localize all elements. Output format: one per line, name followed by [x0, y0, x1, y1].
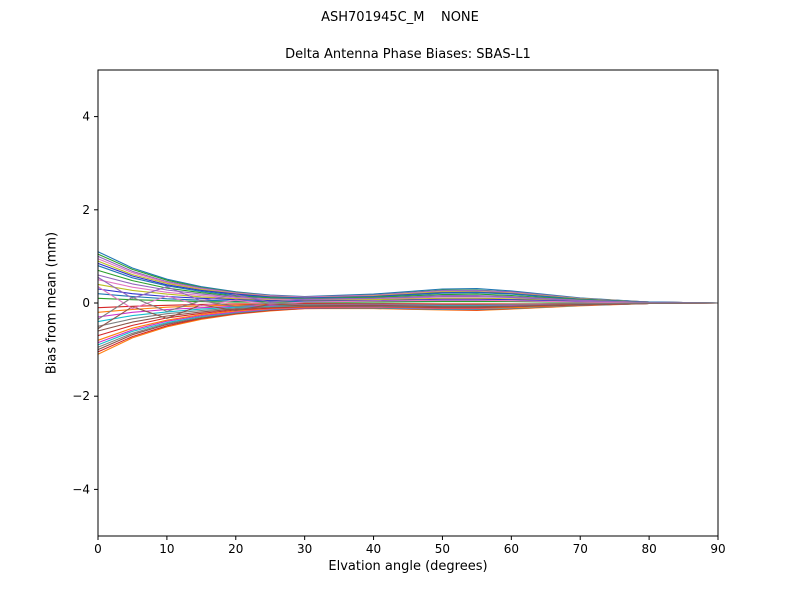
series-lines — [97, 251, 719, 355]
series-line — [97, 296, 719, 320]
figure-title: ASH701945C_M NONE — [321, 10, 479, 25]
y-axis-label: Bias from mean (mm) — [44, 231, 60, 375]
y-tick-label: −2 — [72, 389, 90, 403]
x-tick-label: 10 — [159, 542, 174, 556]
series-line — [97, 302, 719, 330]
x-tick-label: 60 — [504, 542, 519, 556]
y-tick-label: 0 — [82, 296, 90, 310]
x-tick-label: 90 — [710, 542, 725, 556]
x-tick-label: 40 — [366, 542, 381, 556]
y-tick-label: −4 — [72, 482, 90, 496]
series-line — [97, 276, 719, 304]
x-axis-label: Elvation angle (degrees) — [328, 559, 488, 574]
x-tick-label: 0 — [94, 542, 102, 556]
y-tick-label: 2 — [82, 203, 90, 217]
series-line — [97, 283, 719, 304]
series-line — [97, 286, 719, 310]
y-tick-label: 4 — [82, 110, 90, 124]
series-line — [97, 288, 719, 304]
x-tick-label: 20 — [228, 542, 243, 556]
axes-title: Delta Antenna Phase Biases: SBAS-L1 — [285, 47, 531, 62]
x-tick-label: 70 — [573, 542, 588, 556]
x-tick-label: 50 — [435, 542, 450, 556]
x-tick-label: 80 — [641, 542, 656, 556]
series-line — [97, 302, 719, 355]
x-tick-label: 30 — [297, 542, 312, 556]
